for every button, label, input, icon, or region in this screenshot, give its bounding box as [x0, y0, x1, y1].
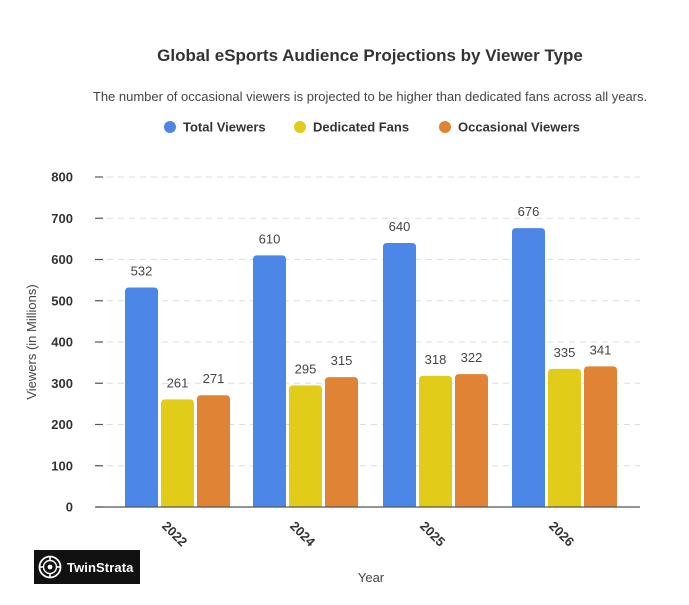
- bar-value-label: 322: [461, 350, 483, 365]
- legend-marker: [439, 121, 451, 133]
- x-tick-label: 2022: [159, 518, 190, 549]
- bar-value-label: 341: [590, 342, 612, 357]
- bar: [512, 228, 545, 507]
- bar: [419, 375, 452, 507]
- brand-logo: TwinStrata: [34, 550, 140, 584]
- bar-value-label: 610: [259, 231, 281, 246]
- legend-item: Dedicated Fans: [294, 120, 409, 135]
- y-tick-label: 400: [51, 335, 73, 350]
- bar-value-label: 335: [554, 345, 576, 360]
- data-labels: 532 261 271 610 295 315 640 318 322 676 335 341: [131, 204, 612, 390]
- chart-legend: Total Viewers Dedicated Fans Occasional Vi…: [164, 120, 580, 135]
- bar: [161, 399, 194, 507]
- y-tick-label: 300: [51, 376, 73, 391]
- chart-title: Global eSports Audience Projections by V…: [157, 46, 583, 65]
- bar: [325, 377, 358, 507]
- y-tick-label: 500: [51, 293, 73, 308]
- brand-name: TwinStrata: [67, 559, 134, 575]
- bar: [289, 385, 322, 507]
- legend-label: Dedicated Fans: [313, 120, 409, 135]
- bar-value-label: 532: [131, 264, 153, 279]
- x-axis-title: Year: [358, 570, 385, 585]
- bar-value-label: 676: [518, 204, 540, 219]
- bar-value-label: 315: [331, 353, 353, 368]
- y-tick-label: 0: [66, 500, 73, 515]
- x-tick-label: 2025: [417, 518, 448, 549]
- legend-marker: [164, 121, 176, 133]
- y-tick-label: 600: [51, 252, 73, 267]
- bar: [455, 374, 488, 507]
- bar: [253, 255, 286, 507]
- bar-value-label: 261: [167, 375, 189, 390]
- y-tick-label: 200: [51, 417, 73, 432]
- x-axis: 2022 2024 2025 2026: [96, 506, 640, 550]
- bar: [383, 243, 416, 507]
- legend-item: Occasional Viewers: [439, 120, 580, 135]
- x-tick-label: 2024: [287, 518, 319, 550]
- x-tick-label: 2026: [546, 518, 577, 549]
- bars: [125, 228, 617, 507]
- legend-label: Total Viewers: [183, 120, 266, 135]
- bar: [125, 287, 158, 507]
- y-tick-label: 100: [51, 458, 73, 473]
- legend-label: Occasional Viewers: [458, 120, 580, 135]
- brand-mark-icon: [38, 555, 62, 579]
- legend-item: Total Viewers: [164, 120, 266, 135]
- bar: [584, 366, 617, 507]
- y-axis: 0 100 200 300 400 500 600 700 800: [51, 170, 103, 515]
- bar: [548, 368, 581, 507]
- legend-marker: [294, 121, 306, 133]
- chart-subtitle: The number of occasional viewers is proj…: [93, 89, 647, 104]
- y-tick-label: 700: [51, 211, 73, 226]
- y-axis-title: Viewers (in Millions): [24, 284, 39, 399]
- bar-value-label: 318: [425, 352, 447, 367]
- bar-value-label: 640: [389, 219, 411, 234]
- bar: [197, 395, 230, 507]
- bar-value-label: 295: [295, 361, 317, 376]
- bar-value-label: 271: [203, 371, 225, 386]
- y-tick-label: 800: [51, 170, 73, 185]
